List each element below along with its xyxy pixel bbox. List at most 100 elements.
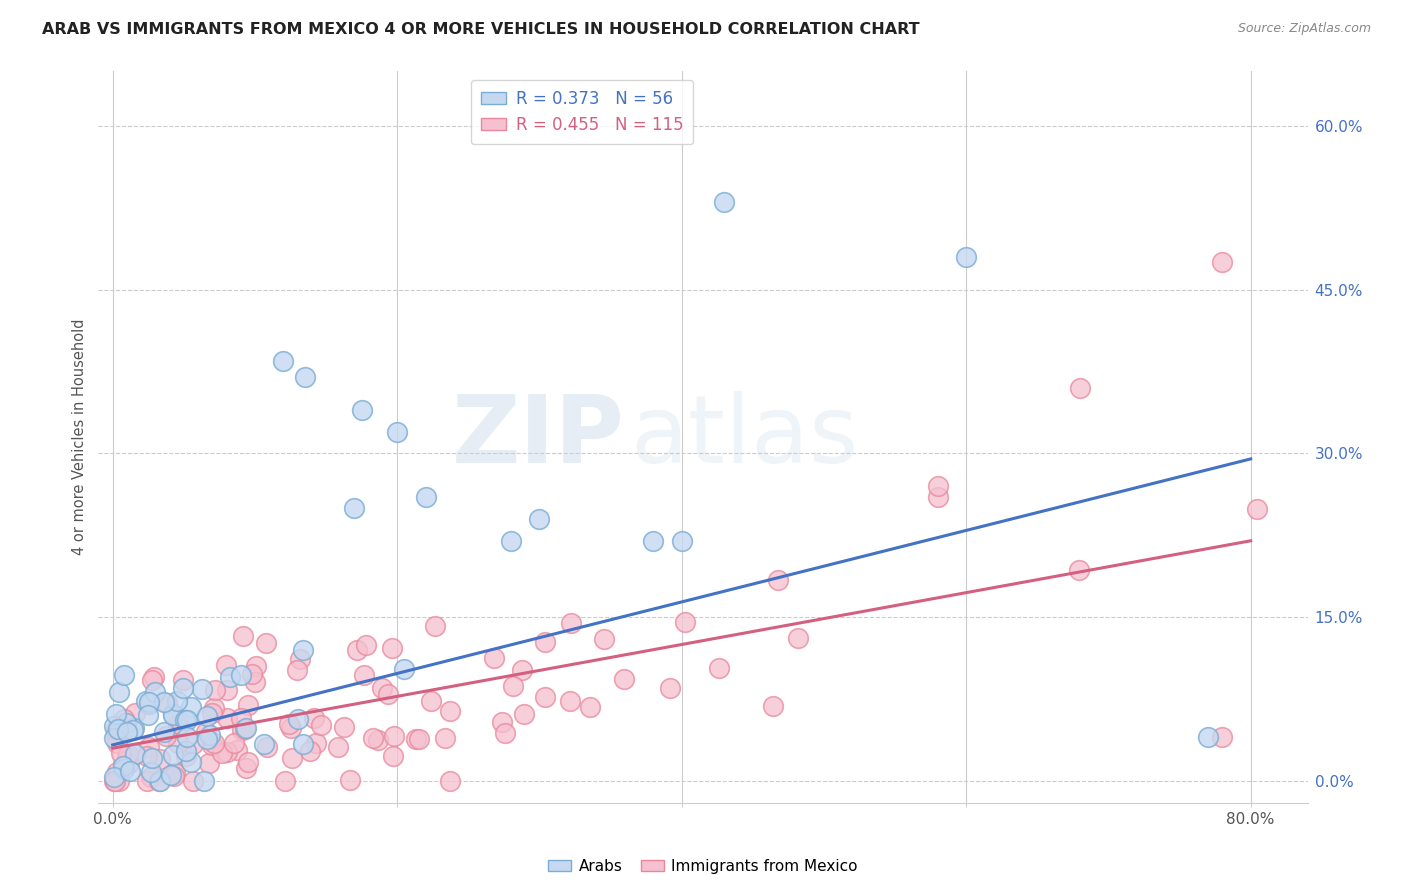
- Point: [673, 615, 696, 630]
- Point: [211, 746, 233, 760]
- Point: [195, 725, 218, 739]
- Point: [309, 718, 332, 732]
- Point: [124, 722, 146, 736]
- Point: [149, 774, 172, 789]
- Point: [713, 195, 735, 210]
- Point: [204, 683, 226, 698]
- Legend: R = 0.373   N = 56, R = 0.455   N = 115: R = 0.373 N = 56, R = 0.455 N = 115: [471, 79, 693, 144]
- Point: [201, 706, 224, 720]
- Point: [163, 769, 186, 783]
- Point: [305, 736, 328, 750]
- Point: [274, 774, 297, 789]
- Point: [162, 708, 184, 723]
- Point: [363, 731, 385, 746]
- Point: [180, 755, 202, 769]
- Point: [167, 717, 190, 731]
- Point: [215, 711, 238, 725]
- Point: [222, 736, 245, 750]
- Point: [112, 763, 135, 777]
- Point: [153, 695, 176, 709]
- Point: [343, 501, 366, 516]
- Point: [439, 774, 461, 789]
- Point: [138, 695, 160, 709]
- Point: [115, 725, 138, 739]
- Point: [104, 727, 127, 741]
- Point: [141, 673, 163, 687]
- Point: [346, 643, 368, 657]
- Point: [762, 699, 785, 714]
- Point: [339, 773, 361, 788]
- Point: [118, 764, 141, 779]
- Point: [181, 774, 204, 789]
- Point: [1211, 255, 1233, 269]
- Point: [201, 738, 224, 752]
- Point: [491, 715, 513, 730]
- Point: [174, 743, 197, 757]
- Point: [198, 756, 221, 771]
- Point: [141, 765, 163, 780]
- Point: [110, 746, 132, 760]
- Point: [236, 698, 259, 712]
- Point: [124, 747, 146, 761]
- Point: [385, 425, 408, 439]
- Point: [560, 615, 582, 630]
- Point: [578, 699, 600, 714]
- Y-axis label: 4 or more Vehicles in Household: 4 or more Vehicles in Household: [72, 318, 87, 556]
- Point: [108, 774, 131, 789]
- Point: [707, 661, 730, 675]
- Point: [533, 635, 555, 649]
- Point: [927, 479, 949, 493]
- Point: [408, 731, 430, 746]
- Point: [425, 619, 447, 633]
- Point: [176, 730, 198, 744]
- Point: [499, 533, 522, 548]
- Point: [558, 694, 581, 708]
- Point: [256, 740, 278, 755]
- Point: [377, 687, 399, 701]
- Point: [510, 663, 533, 677]
- Point: [1197, 731, 1219, 745]
- Point: [382, 749, 405, 764]
- Text: atlas: atlas: [630, 391, 859, 483]
- Point: [382, 729, 405, 743]
- Point: [643, 533, 665, 548]
- Point: [231, 723, 253, 738]
- Point: [162, 706, 184, 721]
- Point: [332, 720, 354, 734]
- Point: [287, 663, 309, 677]
- Point: [138, 697, 160, 711]
- Point: [254, 636, 277, 650]
- Point: [115, 749, 138, 764]
- Point: [141, 751, 163, 765]
- Point: [786, 632, 808, 646]
- Point: [299, 744, 322, 758]
- Point: [190, 681, 212, 696]
- Point: [281, 751, 304, 765]
- Point: [235, 761, 257, 775]
- Point: [104, 706, 127, 721]
- Point: [160, 767, 183, 781]
- Point: [176, 714, 198, 728]
- Point: [103, 774, 125, 789]
- Point: [217, 683, 239, 698]
- Point: [1211, 731, 1233, 745]
- Point: [103, 770, 125, 784]
- Point: [1246, 502, 1268, 516]
- Point: [367, 732, 389, 747]
- Point: [143, 685, 166, 699]
- Point: [482, 651, 505, 665]
- Point: [533, 690, 555, 704]
- Text: ZIP: ZIP: [451, 391, 624, 483]
- Point: [502, 679, 524, 693]
- Point: [202, 701, 225, 715]
- Point: [354, 638, 377, 652]
- Point: [392, 662, 415, 676]
- Point: [166, 693, 188, 707]
- Point: [302, 711, 325, 725]
- Point: [1069, 381, 1091, 395]
- Point: [439, 705, 461, 719]
- Point: [593, 632, 616, 646]
- Point: [156, 696, 179, 710]
- Point: [103, 719, 125, 733]
- Point: [350, 402, 373, 417]
